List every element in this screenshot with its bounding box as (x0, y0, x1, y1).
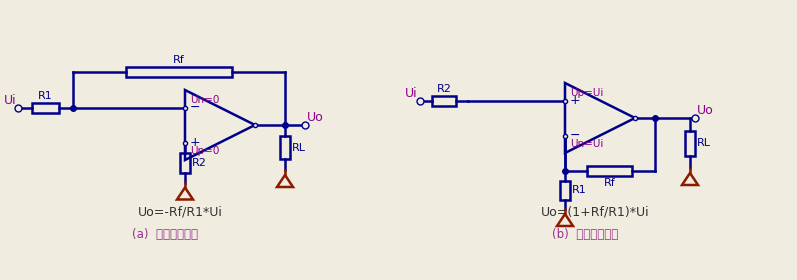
Bar (126, 67, 232, 77)
Text: Rf: Rf (173, 55, 185, 65)
Text: R1: R1 (572, 185, 587, 195)
Bar (587, 166, 633, 176)
Text: R1: R1 (38, 90, 53, 101)
Text: −: − (190, 101, 201, 114)
Bar (180, 153, 190, 172)
Text: Ui: Ui (406, 87, 418, 99)
Text: Uo: Uo (697, 104, 714, 117)
Polygon shape (185, 90, 255, 160)
Text: Up=Ui: Up=Ui (570, 88, 603, 97)
Text: (b)  同相比例电路: (b) 同相比例电路 (552, 228, 618, 241)
Bar (685, 130, 695, 155)
Text: RL: RL (697, 138, 711, 148)
Bar (32, 102, 59, 113)
Polygon shape (565, 83, 635, 153)
Text: +: + (570, 94, 581, 107)
Text: Uo=(1+Rf/R1)*Ui: Uo=(1+Rf/R1)*Ui (540, 206, 650, 218)
Text: (a)  反相比例电路: (a) 反相比例电路 (132, 228, 198, 241)
Text: Uo=-Rf/R1*Ui: Uo=-Rf/R1*Ui (138, 206, 222, 218)
Text: +: + (190, 136, 201, 149)
Text: Un=Ui: Un=Ui (570, 139, 603, 148)
Text: RL: RL (292, 143, 306, 153)
Text: −: − (570, 129, 580, 142)
Bar (560, 181, 570, 200)
Text: Uo: Uo (307, 111, 324, 124)
Text: Up=0: Up=0 (190, 146, 219, 155)
Text: Un=0: Un=0 (190, 95, 219, 104)
Bar (280, 136, 290, 159)
Bar (432, 95, 456, 106)
Text: R2: R2 (437, 83, 451, 94)
Text: R2: R2 (192, 158, 207, 167)
Text: Ui: Ui (3, 94, 16, 106)
Text: Rf: Rf (604, 178, 616, 188)
